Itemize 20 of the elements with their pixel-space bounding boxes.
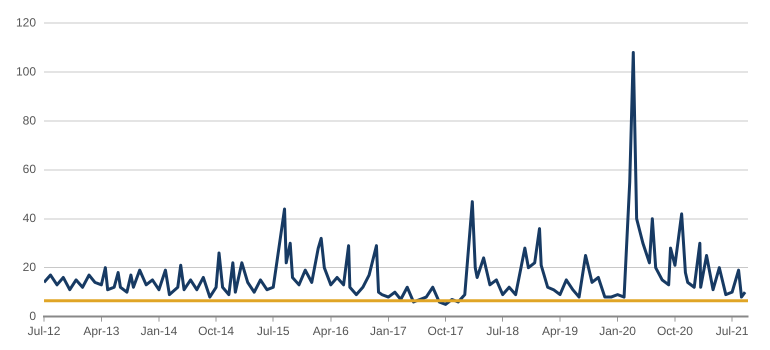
x-tick-label: Apr-13	[83, 324, 120, 338]
x-tick-label: Apr-19	[542, 324, 578, 338]
y-tick-label: 60	[22, 162, 36, 176]
x-tick-label: Jan-17	[370, 324, 408, 338]
x-tick-label: Jan-14	[140, 324, 178, 338]
y-tick-label: 40	[22, 211, 36, 226]
x-tick-label: Jul-12	[28, 324, 61, 338]
y-tick-label: 20	[22, 260, 36, 274]
x-tick-label: Jul-18	[486, 324, 520, 338]
x-tick-label: Jan-20	[599, 324, 636, 338]
y-tick-label: 100	[16, 64, 36, 78]
y-tick-label: 120	[16, 16, 36, 30]
x-tick-label: Apr-16	[312, 324, 350, 338]
y-tick-label: 0	[29, 308, 36, 323]
y-tick-label: 80	[22, 113, 36, 128]
x-tick-label: Oct-17	[428, 324, 464, 338]
x-tick-label: Oct-20	[656, 324, 694, 338]
x-tick-label: Jul-21	[716, 324, 749, 338]
x-tick-label: Oct-14	[198, 324, 234, 338]
x-tick-label: Jul-15	[256, 324, 290, 338]
